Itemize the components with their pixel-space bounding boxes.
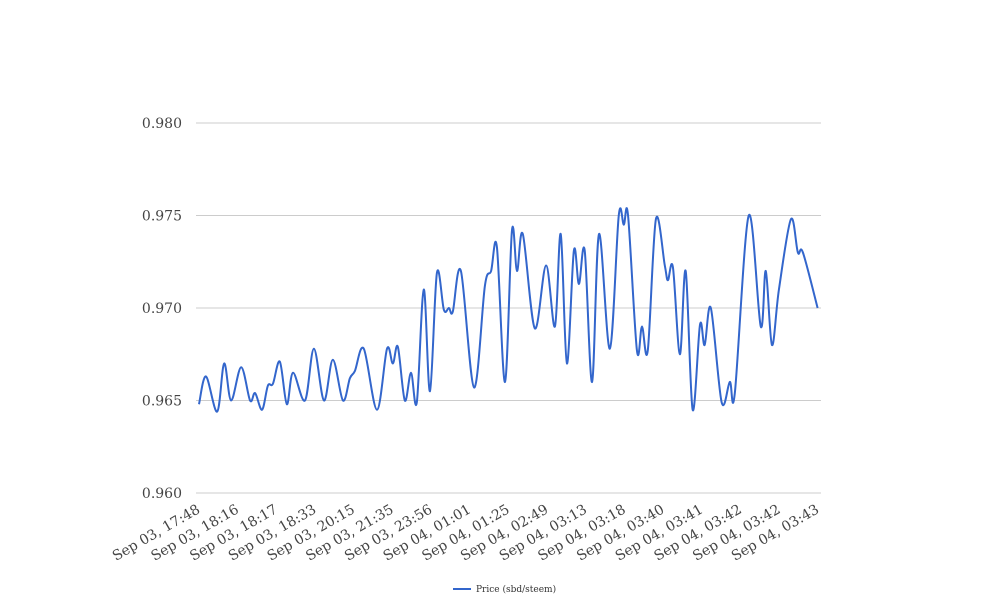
y-tick-label: 0.965 (142, 394, 182, 410)
y-axis-ticks: 0.960 0.965 0.970 0.975 0.980 (142, 116, 182, 502)
y-tick-label: 0.970 (142, 301, 182, 317)
y-tick-label: 0.975 (142, 209, 182, 225)
series-line-price (198, 207, 819, 413)
y-tick-label: 0.980 (142, 116, 182, 132)
legend-label: Price (sbd/steem) (476, 584, 556, 595)
y-tick-label: 0.960 (142, 486, 182, 502)
legend[interactable]: Price (sbd/steem) (453, 584, 556, 595)
